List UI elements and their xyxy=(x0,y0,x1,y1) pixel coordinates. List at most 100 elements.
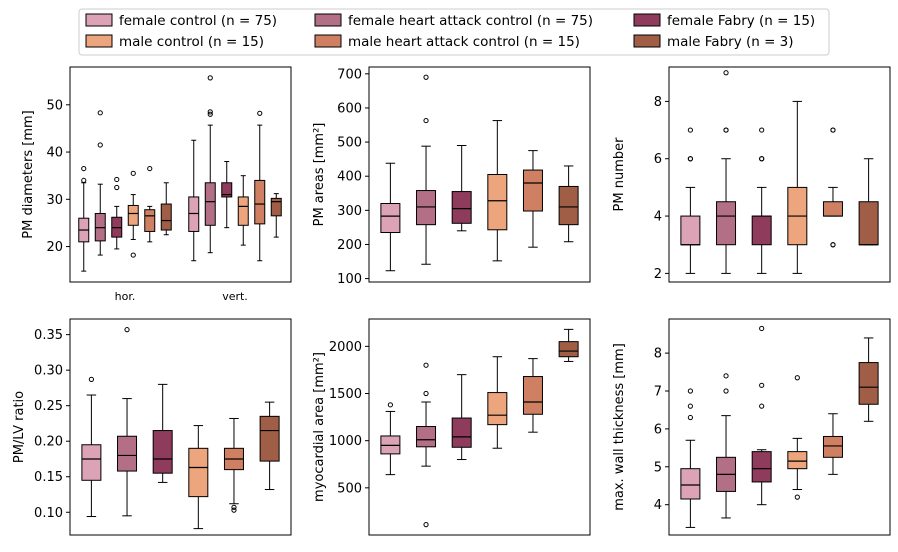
y-tick-label: 0.15 xyxy=(34,470,63,485)
box-plot-element xyxy=(221,161,233,229)
box-plot-element xyxy=(680,388,701,528)
outlier-point xyxy=(423,522,429,528)
y-tick-label: 8 xyxy=(654,347,662,362)
box-iqr xyxy=(270,197,282,217)
chart-panel: 4 5 6 7 8 max. wall thickness [mm] xyxy=(612,318,891,536)
box-plot-element xyxy=(144,165,156,243)
chart-panel: 2 4 6 8 PM number xyxy=(612,66,891,283)
box-iqr xyxy=(188,447,209,498)
outlier-point xyxy=(687,414,693,421)
box-plot-element xyxy=(751,325,772,506)
outlier-point xyxy=(759,382,765,388)
y-tick-label: 20 xyxy=(46,240,63,255)
box-plot-element xyxy=(94,110,106,256)
y-tick-label: 400 xyxy=(337,170,362,185)
y-tick-label: 100 xyxy=(337,272,362,287)
legend-entry-label: male control (n = 15) xyxy=(119,34,264,50)
box-iqr xyxy=(680,215,701,246)
box-iqr xyxy=(204,182,216,226)
box-plot-element xyxy=(751,127,772,274)
y-tick-label: 1000 xyxy=(329,434,362,449)
box-iqr xyxy=(858,201,879,246)
y-axis-label: PM number xyxy=(612,137,627,212)
box-plot-element xyxy=(127,170,139,258)
box-plot-element xyxy=(188,139,200,262)
box-iqr xyxy=(751,215,772,246)
box-plot-element xyxy=(254,110,266,262)
outlier-point xyxy=(207,75,213,81)
outlier-point xyxy=(759,325,765,332)
box-iqr xyxy=(487,174,508,231)
box-plot-element xyxy=(822,413,843,475)
box-plot-element xyxy=(451,144,472,232)
box-iqr xyxy=(716,201,737,246)
outlier-point xyxy=(387,402,393,408)
box-iqr xyxy=(380,203,401,234)
box-plot-element xyxy=(558,328,579,362)
box-iqr xyxy=(487,392,508,426)
outlier-point xyxy=(114,176,120,183)
legend-entry-label: female heart attack control (n = 75) xyxy=(348,13,593,29)
y-tick-label: 0.10 xyxy=(34,506,63,521)
legend-swatch xyxy=(85,13,113,27)
box-plot-element xyxy=(451,374,472,461)
box-iqr xyxy=(558,185,579,226)
outlier-point xyxy=(830,127,836,133)
outlier-point xyxy=(830,242,836,248)
outlier-point xyxy=(124,327,130,333)
y-tick-label: 0.35 xyxy=(34,328,63,343)
y-axis-label: PM areas [mm²] xyxy=(312,123,327,227)
box-iqr xyxy=(259,415,280,462)
box-plot-element xyxy=(680,127,701,274)
chart-panel: 20 30 40 50 PM diameters [mm] hor. vert. xyxy=(21,66,292,303)
box-plot-element xyxy=(380,162,401,272)
y-tick-label: 2000 xyxy=(329,340,362,355)
outlier-point xyxy=(687,127,693,133)
box-plot-element xyxy=(117,327,138,517)
y-tick-label: 700 xyxy=(337,67,362,82)
outlier-point xyxy=(231,504,237,510)
x-group-label: vert. xyxy=(222,290,248,303)
y-tick-label: 5 xyxy=(654,460,662,475)
box-iqr xyxy=(522,169,543,212)
box-iqr xyxy=(416,426,437,448)
box-plot-element xyxy=(487,120,508,262)
box-iqr xyxy=(680,468,701,500)
box-plot-element xyxy=(558,165,579,243)
legend-entry-label: female Fabry (n = 15) xyxy=(667,13,815,29)
axes-frame xyxy=(368,66,591,283)
legend-swatch xyxy=(633,34,661,48)
y-tick-label: 6 xyxy=(654,422,662,437)
y-axis-label: myocardial area [mm²] xyxy=(312,352,327,502)
y-tick-label: 0.20 xyxy=(34,435,63,450)
axes-frame xyxy=(69,66,292,283)
legend-swatch xyxy=(633,13,661,27)
y-axis-label: PM/LV ratio xyxy=(12,391,27,463)
y-tick-label: 500 xyxy=(337,136,362,151)
box-plot-element xyxy=(152,383,173,483)
y-tick-label: 50 xyxy=(46,98,63,113)
box-iqr xyxy=(127,204,139,226)
legend-entry-label: female control (n = 75) xyxy=(119,13,277,29)
box-iqr xyxy=(188,196,200,232)
box-plot-element xyxy=(237,175,249,246)
y-tick-label: 300 xyxy=(337,204,362,219)
legend-swatch xyxy=(314,13,342,27)
box-iqr xyxy=(451,191,472,224)
outlier-point xyxy=(207,111,213,117)
box-iqr xyxy=(522,376,543,415)
y-tick-label: 4 xyxy=(654,498,662,513)
chart-panels: 20 30 40 50 PM diameters [mm] hor. vert. 100 200… xyxy=(12,66,891,536)
box-plot-element xyxy=(111,176,123,250)
y-tick-label: 6 xyxy=(654,152,662,167)
box-plot-element xyxy=(716,70,737,274)
box-iqr xyxy=(822,435,843,458)
box-plot-element xyxy=(858,158,879,246)
y-tick-label: 200 xyxy=(337,238,362,253)
outlier-point xyxy=(130,252,136,258)
box-iqr xyxy=(822,201,843,217)
chart-panel: 0.10 0.15 0.20 0.25 0.30 0.35 PM/LV ratio xyxy=(12,318,292,536)
y-tick-label: 0.30 xyxy=(34,364,63,379)
